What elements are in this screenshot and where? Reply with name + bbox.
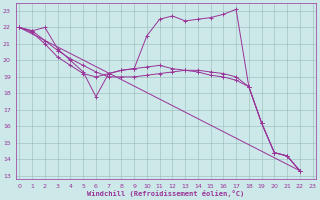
X-axis label: Windchill (Refroidissement éolien,°C): Windchill (Refroidissement éolien,°C) (87, 190, 244, 197)
